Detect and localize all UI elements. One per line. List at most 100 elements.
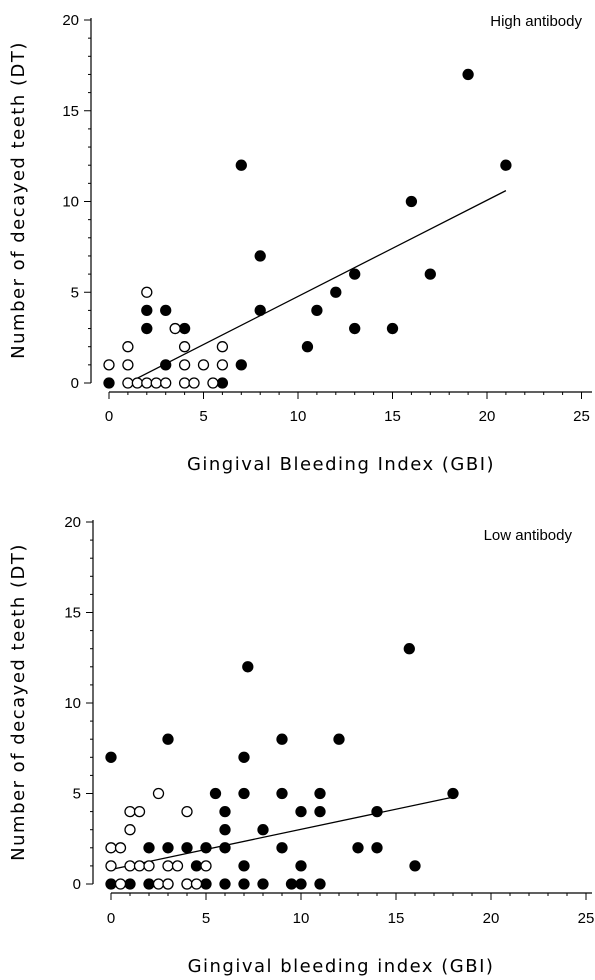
y-tick-label: 10: [64, 695, 81, 712]
data-point-open: [114, 878, 127, 890]
data-point-open: [190, 878, 203, 890]
data-point-filled: [143, 842, 155, 854]
data-point-open: [152, 787, 165, 800]
y-tick-label: 10: [62, 194, 79, 211]
data-point-open: [133, 860, 146, 872]
data-point-filled: [314, 805, 326, 818]
data-point-filled: [314, 787, 326, 800]
data-point-open: [178, 341, 191, 353]
x-tick-label: 15: [388, 910, 405, 927]
data-point-filled: [330, 286, 342, 298]
y-tick-label: 5: [73, 786, 81, 803]
data-point-filled: [285, 878, 298, 890]
x-tick-label: 10: [293, 910, 310, 927]
data-point-filled: [424, 268, 436, 280]
x-tick-label: 0: [105, 408, 113, 425]
data-point-filled: [276, 842, 288, 854]
x-axis-label: Gingival Bleeding Index (GBI): [187, 454, 495, 475]
data-point-open: [124, 805, 136, 818]
data-point-filled: [190, 860, 203, 872]
data-point-open: [114, 842, 127, 854]
data-point-filled: [462, 68, 474, 81]
data-point-open: [171, 860, 184, 872]
y-tick-label: 15: [62, 103, 79, 120]
data-point-open: [160, 377, 172, 389]
data-point-open: [216, 359, 229, 371]
x-tick-label: 5: [199, 408, 207, 425]
data-point-open: [141, 377, 153, 389]
regression-line: [127, 190, 507, 384]
data-point-filled: [386, 322, 399, 335]
data-point-filled: [403, 643, 415, 655]
data-point-filled: [200, 842, 212, 854]
data-point-open: [216, 341, 229, 353]
data-point-filled: [235, 359, 247, 371]
data-point-filled: [160, 359, 172, 371]
x-tick-label: 5: [202, 910, 210, 927]
data-point-filled: [254, 304, 266, 317]
data-point-filled: [314, 878, 326, 890]
data-point-filled: [141, 322, 153, 335]
data-point-filled: [219, 824, 231, 836]
scatter-panel-1: 0 5 10 15 20 0 5 10 15 20 25 Gingival Bleeding Inde…: [8, 12, 592, 475]
data-point-filled: [311, 304, 323, 317]
data-point-open: [103, 359, 115, 371]
data-point-filled: [409, 860, 421, 872]
data-point-open: [169, 322, 181, 335]
data-point-open: [141, 286, 153, 298]
data-point-filled: [238, 751, 250, 763]
data-point-filled: [105, 751, 117, 763]
scatter-panel-2: 0 5 10 15 20 0 5 10 15 20 25 Gingival bleeding inde…: [8, 514, 594, 977]
x-tick-label: 25: [573, 408, 590, 425]
data-point-filled: [103, 377, 115, 389]
data-point-filled: [235, 159, 247, 171]
data-point-filled: [371, 842, 383, 854]
x-tick-label: 10: [290, 408, 307, 425]
data-point-filled: [257, 824, 269, 836]
data-point-open: [122, 341, 134, 353]
x-tick-label: 15: [384, 408, 401, 425]
data-point-filled: [301, 341, 314, 353]
data-point-open: [122, 377, 134, 389]
x-tick-label: 25: [578, 910, 595, 927]
data-point-filled: [238, 860, 250, 872]
y-tick-label: 0: [73, 876, 81, 893]
data-point-filled: [219, 842, 231, 854]
data-point-open: [152, 878, 165, 890]
y-tick-label: 20: [62, 12, 79, 29]
data-point-filled: [162, 733, 174, 745]
data-point-open: [207, 377, 219, 389]
data-point-filled: [124, 878, 136, 890]
data-point-filled: [295, 805, 307, 818]
data-point-open: [178, 377, 191, 389]
data-point-open: [131, 377, 144, 389]
data-point-filled: [257, 878, 269, 890]
data-point-filled: [141, 304, 153, 317]
data-point-open: [162, 878, 174, 890]
data-point-filled: [405, 195, 418, 208]
data-point-filled: [349, 268, 361, 280]
data-point-filled: [181, 842, 193, 854]
data-point-filled: [500, 159, 512, 171]
data-point-open: [197, 359, 210, 371]
data-point-filled: [209, 787, 222, 800]
regression-line: [110, 796, 454, 871]
data-point-open: [133, 805, 146, 818]
x-tick-label: 20: [479, 408, 496, 425]
data-point-open: [124, 824, 136, 836]
data-point-filled: [200, 878, 212, 890]
data-point-filled: [160, 304, 172, 317]
y-tick-label: 15: [64, 605, 81, 622]
data-point-filled: [238, 878, 250, 890]
data-point-filled: [333, 733, 345, 745]
data-point-filled: [216, 377, 229, 389]
data-point-open: [105, 860, 117, 872]
data-point-filled: [162, 842, 174, 854]
data-point-open: [181, 805, 193, 818]
y-tick-label: 0: [71, 375, 79, 392]
data-point-filled: [352, 842, 364, 854]
panel-title: Low antibody: [484, 527, 573, 544]
data-point-open: [178, 359, 191, 371]
data-point-filled: [219, 805, 231, 818]
